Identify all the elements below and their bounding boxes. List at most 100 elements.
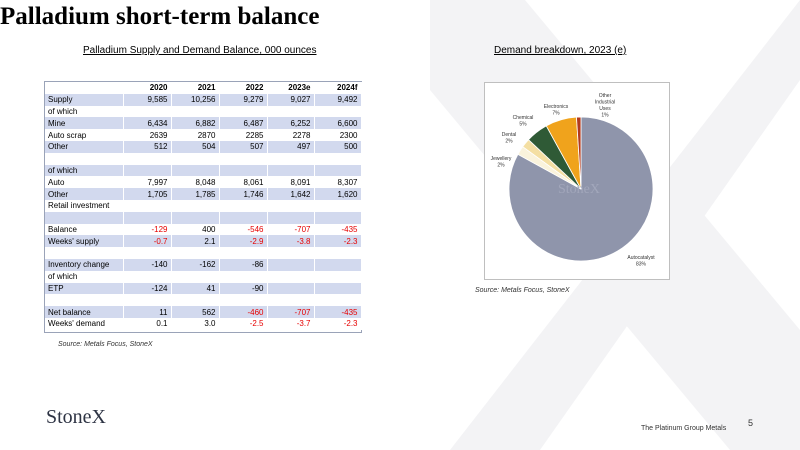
table-cell: -2.3: [314, 317, 362, 330]
pie-slice-other-industrial-uses: [576, 116, 582, 190]
row-label: Balance: [45, 223, 124, 236]
table-cell: 10,256: [171, 93, 220, 106]
table-cell: [314, 164, 362, 177]
table-cell: 11: [123, 306, 172, 318]
table-header-row: 2020 2021 2022 2023e 2024f: [45, 82, 362, 94]
table-cell: -460: [219, 306, 268, 318]
table-row: Balance -129 400 -546 -707 -435: [45, 223, 362, 236]
table-cell: 6,434: [123, 117, 172, 130]
table-cell: -435: [314, 223, 362, 236]
table-cell: [267, 247, 315, 259]
balance-table: 2020 2021 2022 2023e 2024f Supply 9,585 10,256…: [45, 82, 362, 330]
row-label: Weeks' demand: [45, 317, 124, 330]
table-row: Net balance 11 562 -460 -707 -435: [45, 306, 362, 318]
table-cell: [123, 105, 172, 118]
table-cell: [171, 211, 220, 224]
table-cell: -2.5: [219, 317, 268, 330]
pie-label: Dental: [502, 132, 516, 138]
pie-label: Industrial: [595, 100, 615, 106]
table-cell: [171, 199, 220, 212]
table-cell: -140: [123, 258, 172, 271]
table-cell: -162: [171, 258, 220, 271]
row-label: Other: [45, 188, 124, 200]
table-row: Other 1,705 1,785 1,746 1,642 1,620: [45, 188, 362, 200]
table-cell: 3.0: [171, 317, 220, 330]
table-cell: -0.7: [123, 235, 172, 248]
table-row: [45, 294, 362, 307]
table-cell: [123, 247, 172, 259]
pie-label: 1%: [601, 113, 609, 119]
row-label: Auto scrap: [45, 129, 124, 141]
table-cell: [314, 282, 362, 295]
row-label: of which: [45, 270, 124, 283]
pie-label: Uses: [599, 106, 611, 112]
table-cell: [219, 247, 268, 259]
table-cell: 9,585: [123, 93, 172, 106]
table-cell: 2870: [171, 129, 220, 141]
table-row: [45, 247, 362, 259]
pie-slice-autocatalyst: [508, 116, 654, 262]
table-cell: [123, 199, 172, 212]
table-header-cell: 2020: [123, 82, 172, 94]
table-cell: 500: [314, 140, 362, 153]
pie-label: Chemical: [513, 115, 534, 121]
table-cell: [267, 211, 315, 224]
table-row: Auto 7,997 8,048 8,061 8,091 8,307: [45, 176, 362, 189]
source-note-pie: Source: Metals Focus, StoneX: [475, 287, 570, 294]
table-cell: [219, 164, 268, 177]
table-cell: [219, 105, 268, 118]
table-cell: [123, 270, 172, 283]
table-row: [45, 211, 362, 224]
pie-label: 7%: [552, 111, 560, 117]
table-cell: [314, 105, 362, 118]
table-cell: 512: [123, 140, 172, 153]
pie-label: 83%: [636, 262, 647, 268]
table-cell: [267, 164, 315, 177]
table-cell: [267, 105, 315, 118]
row-label: [45, 247, 124, 259]
table-row: Other 512 504 507 497 500: [45, 140, 362, 153]
pie-chart: StoneXAutocatalyst83%Jewellery2%Dental2%…: [491, 93, 656, 268]
pie-label: 5%: [519, 122, 527, 128]
table-row: Retail investment: [45, 199, 362, 212]
table-cell: [314, 199, 362, 212]
row-label: Mine: [45, 117, 124, 130]
table-cell: [314, 247, 362, 259]
table-cell: 1,620: [314, 188, 362, 200]
table-cell: 6,882: [171, 117, 220, 130]
table-row: Weeks' supply -0.7 2.1 -2.9 -3.8 -2.3: [45, 235, 362, 248]
table-cell: 6,252: [267, 117, 315, 130]
table-cell: 0.1: [123, 317, 172, 330]
table-cell: -90: [219, 282, 268, 295]
table-row: Inventory change -140 -162 -86: [45, 258, 362, 271]
table-cell: 1,642: [267, 188, 315, 200]
row-label: Retail investment: [45, 199, 124, 212]
table-cell: -129: [123, 223, 172, 236]
pie-label: Electronics: [544, 104, 569, 110]
table-cell: [314, 270, 362, 283]
table-body: Supply 9,585 10,256 9,279 9,027 9,492 of which…: [45, 93, 362, 330]
row-label: Inventory change: [45, 258, 124, 271]
table-cell: [267, 199, 315, 212]
table-cell: -124: [123, 282, 172, 295]
table-cell: 9,492: [314, 93, 362, 106]
row-label: Weeks' supply: [45, 235, 124, 248]
table-cell: 1,705: [123, 188, 172, 200]
pie-label: Other: [599, 93, 612, 99]
slide-title: Palladium short-term balance: [0, 3, 320, 30]
row-label: [45, 152, 124, 165]
table-cell: 2639: [123, 129, 172, 141]
table-cell: [171, 247, 220, 259]
table-cell: [171, 294, 220, 307]
table-row: of which: [45, 105, 362, 118]
table-cell: 1,746: [219, 188, 268, 200]
row-label: Net balance: [45, 306, 124, 318]
table-cell: 400: [171, 223, 220, 236]
source-note-table: Source: Metals Focus, StoneX: [58, 341, 153, 348]
table-cell: 2.1: [171, 235, 220, 248]
footer-text: The Platinum Group Metals: [641, 425, 727, 432]
table-row: [45, 152, 362, 165]
table-cell: [314, 294, 362, 307]
stonex-logo: StoneX: [46, 406, 106, 428]
pie-label: 2%: [505, 139, 513, 145]
